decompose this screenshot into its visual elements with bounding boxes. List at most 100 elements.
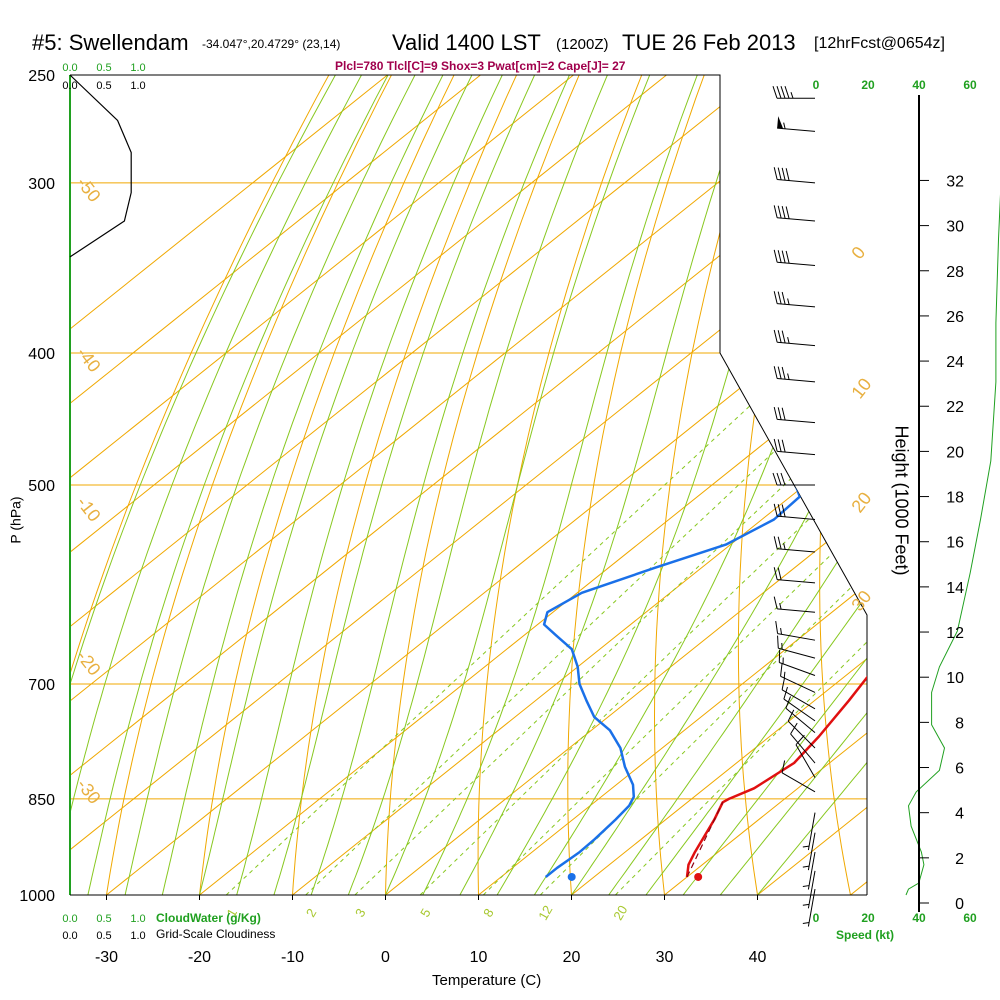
dry-adiabat (975, 51, 1000, 895)
barb-flag (776, 86, 782, 99)
barb-staff (777, 450, 816, 456)
moist-adiabat (273, 75, 547, 895)
barb-flag (773, 291, 778, 304)
barb-half-flag (779, 603, 782, 610)
height-tick-label: 10 (946, 670, 964, 687)
barb-flag (781, 407, 786, 421)
temperature-tick-label: -20 (188, 949, 211, 966)
barb-flag (777, 504, 782, 517)
height-tick-label: 28 (946, 264, 964, 281)
dry-adiabat (199, 75, 467, 895)
height-tick-label: 26 (946, 309, 964, 326)
station-coords: -34.047°,20.4729° (23,14) (202, 37, 341, 51)
wind-barb (781, 760, 816, 793)
barb-flag (773, 205, 778, 218)
isotherm-line (106, 75, 867, 895)
moist-adiabat (310, 75, 581, 895)
moist-adiabat (124, 75, 429, 895)
zulu-time: (1200Z) (556, 36, 609, 53)
speed-axis-label: Speed (kt) (836, 928, 895, 942)
series-temperature (685, 97, 867, 878)
cloudiness-tick-bottom: 0.0 (62, 930, 77, 942)
mixing-ratio-line (539, 352, 867, 895)
dry-adiabat (819, 75, 867, 895)
isotherm-line (70, 75, 760, 895)
isotherm-line (70, 75, 667, 895)
wind-barb (773, 536, 816, 553)
barb-staff (779, 662, 816, 676)
barb-flag (773, 503, 778, 517)
barb-half-flag (802, 845, 810, 848)
barb-flag (777, 366, 782, 380)
speed-tick-top: 40 (912, 78, 926, 92)
barb-pennant (777, 116, 784, 129)
height-tick-label: 14 (946, 580, 964, 597)
mixing-ratio-label: 3 (352, 906, 369, 920)
series-parcel (686, 802, 724, 878)
surface-dewpoint-dot (567, 872, 576, 881)
barb-flag (777, 635, 779, 649)
wind-barb (778, 649, 816, 676)
moist-adiabat (87, 75, 402, 895)
barb-staff (807, 888, 816, 927)
moist-adiabat (70, 75, 350, 895)
barb-staff (777, 633, 816, 641)
height-tick-label: 24 (946, 354, 964, 371)
wind-barb (777, 635, 816, 659)
surface-temperature-dot (694, 872, 703, 881)
temperature-tick-label: -30 (95, 949, 118, 966)
barb-half-flag (790, 92, 794, 99)
isotherm-label: 0 (847, 243, 869, 263)
isotherm-line (850, 75, 867, 895)
dry-adiabat (106, 75, 405, 895)
height-tick-label: 6 (955, 761, 964, 778)
barb-half-flag (783, 671, 786, 679)
cloudiness-tick-bottom: 1.0 (130, 930, 145, 942)
height-tick-label: 4 (955, 806, 964, 823)
wind-barb (773, 596, 816, 613)
moist-adiabat (385, 75, 660, 895)
station-title: #5: Swellendam (32, 30, 189, 55)
cloudwater-tick-bottom: 1.0 (130, 913, 145, 925)
isotherm-label: -10 (73, 493, 105, 526)
wind-barb (785, 696, 816, 734)
moist-adiabat (645, 75, 867, 895)
speed-tick-top: 60 (963, 78, 977, 92)
wind-barb (773, 406, 816, 424)
barb-flag (780, 86, 786, 99)
barb-flag (784, 86, 790, 99)
isotherm-line (70, 75, 574, 895)
wind-barb (781, 677, 816, 710)
mixing-ratio-label: 2 (303, 906, 320, 920)
pressure-tick-label: 700 (28, 677, 55, 694)
x-axis-label: Temperature (C) (432, 972, 542, 989)
wind-barb (773, 567, 816, 584)
isotherm-label: 20 (847, 488, 875, 516)
barb-flag (790, 722, 798, 735)
wind-barb (802, 832, 816, 871)
parcel-info: Plcl=780 Tlcl[C]=9 Shox=3 Pwat[cm]=2 Cap… (335, 59, 626, 73)
barb-flag (785, 168, 790, 181)
wind-barb (802, 888, 816, 927)
barb-staff (777, 548, 816, 553)
barb-flag (772, 472, 778, 486)
barb-half-flag (802, 922, 810, 924)
moist-adiabat (70, 75, 376, 895)
cloudwater-tick-bottom: 0.0 (62, 913, 77, 925)
barb-half-flag (783, 122, 786, 129)
moist-adiabat (199, 75, 485, 895)
isotherm-line (70, 75, 853, 895)
height-tick-label: 30 (946, 219, 964, 236)
cloudiness-profile (69, 74, 132, 258)
barb-flag (773, 249, 778, 263)
barb-flag (781, 291, 786, 305)
cloudiness-tick-top: 0.0 (62, 80, 77, 92)
barb-flag (773, 438, 778, 452)
series-dewpoint (542, 92, 867, 878)
wind-barb (772, 472, 815, 486)
barb-flag (773, 406, 778, 420)
barb-staff (807, 832, 816, 871)
wind-barb (773, 503, 816, 520)
barb-half-flag (787, 298, 790, 305)
